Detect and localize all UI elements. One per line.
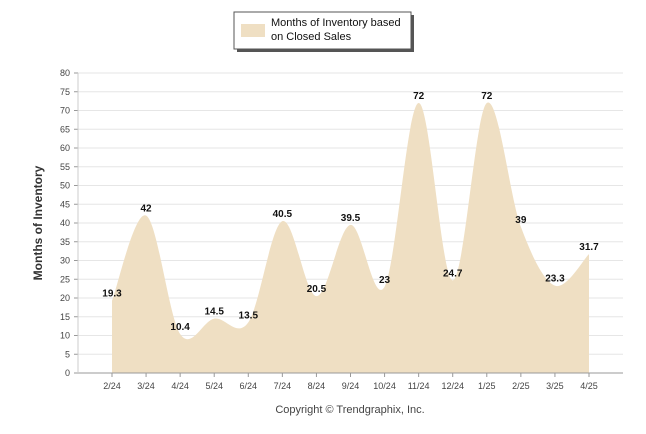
y-tick-label: 75	[60, 87, 70, 97]
copyright-footer: Copyright © Trendgraphix, Inc.	[275, 404, 424, 416]
y-tick-label: 65	[60, 124, 70, 134]
y-tick-label: 50	[60, 181, 70, 191]
y-tick-label: 30	[60, 256, 70, 266]
data-label: 23.3	[545, 274, 565, 285]
legend-swatch	[241, 24, 265, 37]
y-tick-label: 35	[60, 237, 70, 247]
data-label: 72	[413, 91, 425, 102]
x-tick-label: 4/24	[171, 381, 189, 391]
y-tick-label: 45	[60, 199, 70, 209]
plot-area	[112, 102, 589, 374]
x-tick-labels: 2/24 3/24 4/24 5/24 6/24 7/24 8/24 9/24 10/24 11/…	[103, 373, 598, 391]
y-tick-label: 0	[65, 368, 70, 378]
x-tick-label: 12/24	[441, 381, 464, 391]
y-tick-label: 25	[60, 274, 70, 284]
data-label: 72	[481, 91, 493, 102]
data-label: 42	[141, 204, 153, 215]
x-tick-label: 3/24	[137, 381, 155, 391]
x-tick-label: 2/24	[103, 381, 121, 391]
data-label: 39	[515, 215, 527, 226]
x-tick-label: 8/24	[308, 381, 326, 391]
data-label: 31.7	[579, 242, 599, 253]
data-label: 23	[379, 275, 391, 286]
data-label: 14.5	[204, 307, 224, 318]
y-tick-label: 60	[60, 143, 70, 153]
y-tick-labels: 0 5 10 15 20 25 30 35 40 45 50 55 60 65 70 75 80	[60, 68, 70, 378]
data-label: 40.5	[273, 209, 293, 220]
x-tick-label: 2/25	[512, 381, 530, 391]
series-area	[112, 102, 589, 374]
data-label: 10.4	[170, 322, 190, 333]
y-tick-label: 40	[60, 218, 70, 228]
y-tick-label: 10	[60, 331, 70, 341]
y-tick-label: 80	[60, 68, 70, 78]
x-tick-label: 6/24	[240, 381, 258, 391]
legend-label-line2: on Closed Sales	[271, 31, 352, 43]
x-tick-label: 4/25	[580, 381, 598, 391]
data-label: 20.5	[307, 284, 327, 295]
x-tick-label: 5/24	[205, 381, 223, 391]
y-tick-label: 15	[60, 312, 70, 322]
data-labels: 19.3 42 10.4 14.5 13.5 40.5 20.5 39.5 23 72 24.7 72…	[102, 91, 599, 333]
legend: Months of Inventory based on Closed Sale…	[233, 11, 414, 52]
data-label: 19.3	[102, 289, 122, 300]
x-tick-label: 11/24	[408, 381, 430, 391]
x-tick-label: 10/24	[373, 381, 396, 391]
y-tick-label: 70	[60, 106, 70, 116]
y-tick-label: 5	[65, 349, 70, 359]
data-label: 24.7	[443, 268, 463, 279]
data-label: 13.5	[239, 310, 259, 321]
y-tick-label: 55	[60, 162, 70, 172]
x-tick-label: 1/25	[478, 381, 496, 391]
x-tick-label: 3/25	[546, 381, 564, 391]
x-tick-label: 9/24	[342, 381, 360, 391]
data-label: 39.5	[341, 213, 361, 224]
y-axis-title: Months of Inventory	[31, 165, 45, 280]
y-tick-label: 20	[60, 293, 70, 303]
legend-label-line1: Months of Inventory based	[271, 17, 401, 29]
x-tick-label: 7/24	[274, 381, 292, 391]
